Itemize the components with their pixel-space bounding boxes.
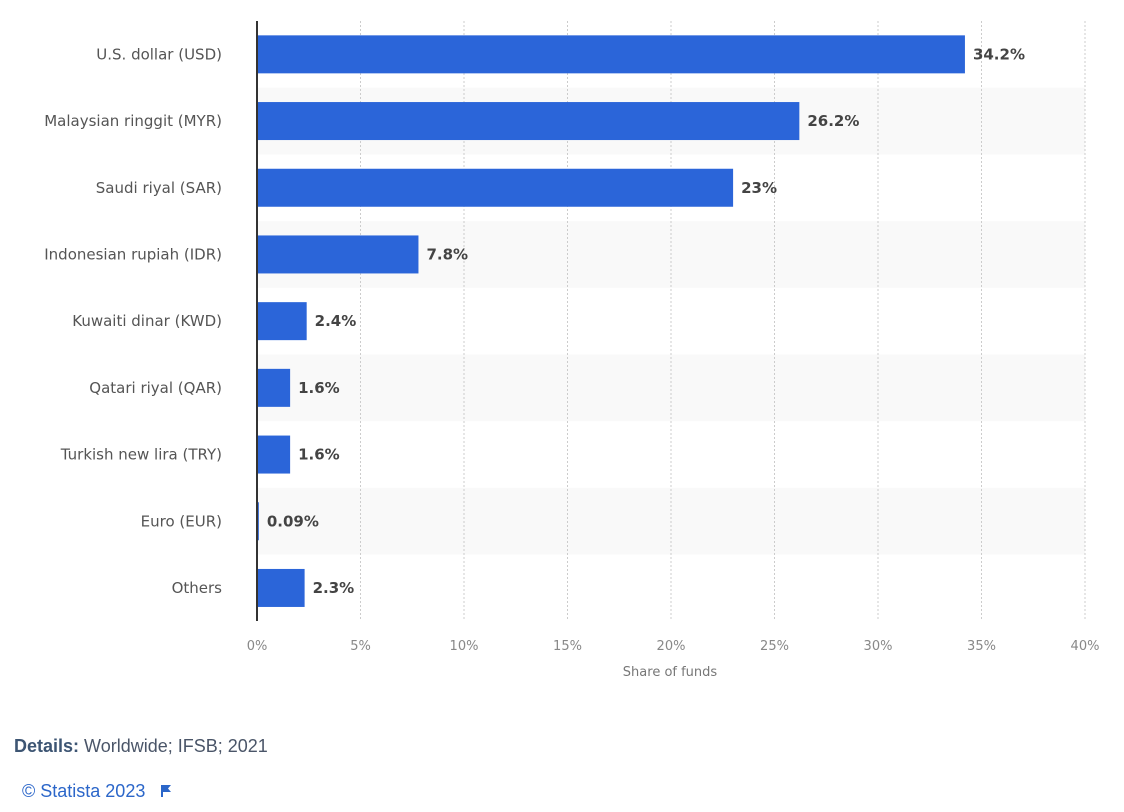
- statista-copyright-link[interactable]: © Statista 2023: [22, 781, 172, 803]
- x-tick-label: 35%: [967, 639, 996, 654]
- value-label: 2.4%: [315, 312, 357, 330]
- details-label: Details:: [14, 736, 80, 756]
- copyright-text[interactable]: © Statista 2023: [22, 781, 146, 801]
- bar[interactable]: [257, 235, 419, 274]
- x-tick-label: 30%: [864, 639, 893, 654]
- category-label: Saudi riyal (SAR): [96, 179, 222, 197]
- category-label: Others: [172, 579, 223, 597]
- category-label: Turkish new lira (TRY): [60, 446, 222, 464]
- bar[interactable]: [257, 102, 800, 141]
- x-tick-label: 25%: [760, 639, 789, 654]
- bar[interactable]: [257, 168, 734, 207]
- x-tick-label: 20%: [657, 639, 686, 654]
- category-label: Malaysian ringgit (MYR): [44, 112, 222, 130]
- value-label: 1.6%: [298, 446, 340, 464]
- value-label: 26.2%: [807, 112, 859, 130]
- category-label: Indonesian rupiah (IDR): [44, 245, 222, 263]
- bar[interactable]: [257, 302, 307, 341]
- bar[interactable]: [257, 568, 305, 607]
- value-label: 1.6%: [298, 379, 340, 397]
- x-tick-label: 15%: [553, 639, 582, 654]
- category-label: Kuwaiti dinar (KWD): [72, 312, 222, 330]
- value-label: 7.8%: [426, 245, 468, 263]
- bar[interactable]: [257, 35, 965, 74]
- x-tick-label: 5%: [350, 639, 371, 654]
- details-line: Details: Worldwide; IFSB; 2021: [14, 736, 268, 757]
- value-label: 34.2%: [973, 45, 1025, 63]
- value-label: 2.3%: [313, 579, 355, 597]
- value-label: 0.09%: [267, 512, 319, 530]
- details-text: Worldwide; IFSB; 2021: [84, 736, 268, 756]
- flag-icon[interactable]: [160, 782, 172, 803]
- category-label: Qatari riyal (QAR): [89, 379, 222, 397]
- value-label: 23%: [741, 179, 777, 197]
- bar[interactable]: [257, 435, 291, 474]
- x-axis-label: Share of funds: [623, 665, 718, 680]
- bar-chart: U.S. dollar (USD) Malaysian ringgit (MYR)…: [44, 21, 1100, 680]
- category-label: Euro (EUR): [141, 512, 222, 530]
- x-tick-label: 10%: [450, 639, 479, 654]
- bar[interactable]: [257, 368, 291, 407]
- x-tick-label: 40%: [1071, 639, 1100, 654]
- row-band: [257, 354, 1085, 422]
- x-tick-label: 0%: [247, 639, 268, 654]
- category-label: U.S. dollar (USD): [96, 45, 222, 63]
